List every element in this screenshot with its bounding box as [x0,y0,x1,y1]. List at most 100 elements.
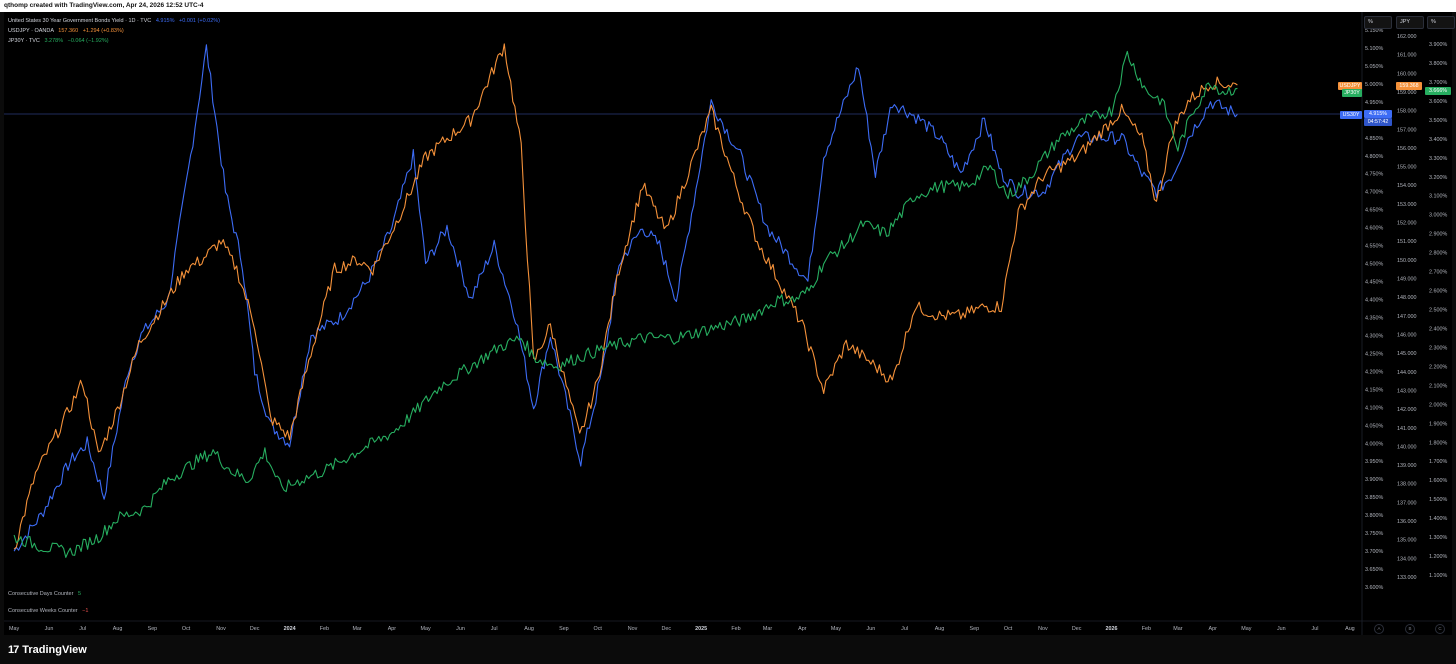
series-line-us30y[interactable] [13,44,1238,552]
y-tick-label: 2.800% [1429,251,1447,257]
y-tick-label: 4.050% [1365,423,1383,429]
x-tick-label: Jul [79,626,86,632]
axis-circle-b[interactable]: B [1405,624,1415,634]
x-tick-label: 2025 [695,626,707,632]
tradingview-logo[interactable]: 17 TradingView [8,643,87,657]
x-tick-label: Sep [970,626,980,632]
y-tick-label: 3.600% [1429,99,1447,105]
legend-value: 157.360 [58,28,79,34]
x-tick-label: Oct [1004,626,1013,632]
x-tick-label: Jun [456,626,465,632]
x-tick-label: Aug [1345,626,1355,632]
y-tick-label: 4.300% [1365,334,1383,340]
legend-row-us30y[interactable]: United States 30 Year Government Bonds Y… [8,16,220,26]
y-tick-label: 2.500% [1429,308,1447,314]
tradingview-logo-icon: 17 [8,644,19,656]
y-tick-label: 5.150% [1365,28,1383,34]
y-tick-label: 4.350% [1365,316,1383,322]
x-tick-label: Sep [148,626,158,632]
y-tick-label: 4.750% [1365,172,1383,178]
jp30y-price-badge: 3.666% [1425,87,1451,95]
x-tick-label: May [9,626,19,632]
x-tick-label: Oct [594,626,603,632]
y-tick-label: 160.000 [1397,71,1417,77]
axis-circle-c[interactable]: C [1435,624,1445,634]
y-tick-label: 2.400% [1429,327,1447,333]
y-tick-label: 141.000 [1397,426,1417,432]
axis-circle-a[interactable]: A [1374,624,1384,634]
series-line-jp30y[interactable] [13,50,1238,558]
scale-button-percent-left[interactable]: % [1364,16,1392,29]
y-tick-label: 4.250% [1365,351,1383,357]
legend-value: 3.278% [44,38,64,44]
legend-label: USDJPY · OANDA [8,28,54,34]
indicator-label: Consecutive Days Counter [8,591,74,597]
y-tick-label: 135.000 [1397,538,1417,544]
y-tick-label: 147.000 [1397,314,1417,320]
scale-button-percent-right[interactable]: % [1427,16,1455,29]
indicator-value: 5 [77,591,82,597]
usdjpy-tag-badge: USDJPY [1338,82,1362,90]
x-tick-label: 2026 [1106,626,1118,632]
y-tick-label: 137.000 [1397,500,1417,506]
y-tick-label: 4.500% [1365,262,1383,268]
us30y-tag-badge: US30Y [1340,111,1362,119]
y-tick-label: 154.000 [1397,183,1417,189]
y-tick-label: 2.000% [1429,402,1447,408]
x-tick-label: Nov [628,626,638,632]
y-tick-label: 1.500% [1429,497,1447,503]
x-tick-label: May [1241,626,1251,632]
y-tick-label: 4.600% [1365,226,1383,232]
y-tick-label: 3.500% [1429,118,1447,124]
y-tick-label: 1.800% [1429,440,1447,446]
x-tick-label: Jun [45,626,54,632]
y-tick-label: 2.300% [1429,345,1447,351]
y-tick-label: 4.200% [1365,369,1383,375]
y-tick-label: 4.650% [1365,208,1383,214]
y-tick-label: 2.600% [1429,289,1447,295]
y-tick-label: 3.700% [1429,80,1447,86]
y-tick-label: 4.950% [1365,100,1383,106]
y-tick-label: 157.000 [1397,127,1417,133]
usdjpy-price-badge: 159.368 [1396,82,1422,90]
legend-row-usdjpy[interactable]: USDJPY · OANDA 157.360 +1.294 (+0.83%) [8,26,220,36]
x-tick-label: Feb [731,626,740,632]
series-line-usdjpy[interactable] [13,43,1238,550]
y-tick-label: 4.550% [1365,244,1383,250]
x-tick-label: Aug [935,626,945,632]
legend-change: +1.294 (+0.83%) [82,28,124,34]
y-tick-label: 3.800% [1365,513,1383,519]
indicator-weeks-counter[interactable]: Consecutive Weeks Counter −1 [8,608,88,614]
x-tick-label: Nov [1038,626,1048,632]
y-tick-label: 4.700% [1365,190,1383,196]
price-axes: 5.150%5.100%5.050%5.000%4.950%4.900%4.85… [1365,28,1447,591]
x-tick-label: Jul [1312,626,1319,632]
x-tick-label: Aug [524,626,534,632]
x-tick-label: May [831,626,841,632]
y-tick-label: 2.100% [1429,383,1447,389]
y-tick-label: 136.000 [1397,519,1417,525]
scale-button-jpy[interactable]: JPY [1396,16,1424,29]
y-tick-label: 3.300% [1429,156,1447,162]
y-tick-label: 1.900% [1429,421,1447,427]
legend-label: United States 30 Year Government Bonds Y… [8,18,152,24]
y-tick-label: 4.400% [1365,298,1383,304]
y-tick-label: 152.000 [1397,221,1417,227]
x-tick-label: Jun [867,626,876,632]
y-tick-label: 4.100% [1365,405,1383,411]
x-tick-label: Apr [798,626,807,632]
indicator-days-counter[interactable]: Consecutive Days Counter 5 [8,591,81,597]
x-tick-label: Nov [216,626,226,632]
series-group [13,43,1238,558]
y-tick-label: 146.000 [1397,333,1417,339]
y-tick-label: 134.000 [1397,556,1417,562]
chart-frame[interactable] [4,12,1452,635]
y-tick-label: 161.000 [1397,53,1417,59]
time-axis: May Jun Jul Aug Sep Oct Nov Dec 2024 Feb Mar Apr May… [9,626,1355,632]
y-tick-label: 140.000 [1397,444,1417,450]
y-tick-label: 1.700% [1429,459,1447,465]
y-tick-label: 145.000 [1397,351,1417,357]
legend-row-jp30y[interactable]: JP30Y · TVC 3.278% −0.064 (−1.92%) [8,36,220,46]
x-tick-label: 2024 [284,626,296,632]
